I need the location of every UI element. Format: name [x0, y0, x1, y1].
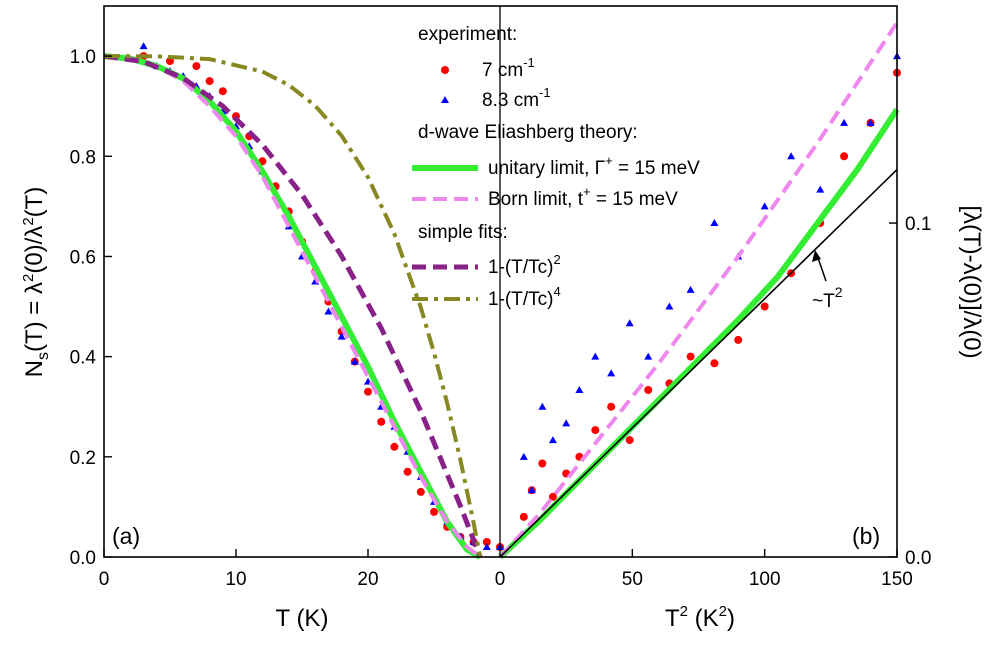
panel-a-line-1-t-tc-4: [103, 54, 483, 558]
legend-entry-7cm: 7 cm-1: [482, 55, 535, 81]
panel-b-point-8-3-cm-1: [644, 352, 653, 360]
panel-a-point-7-cm-1: [416, 487, 425, 496]
left-y-tick-label: 0.4: [70, 348, 97, 369]
legend-entry-unitary: unitary limit, Γ+ = 15 meV: [488, 153, 700, 179]
panel-a-point-8-3-cm-1: [139, 42, 148, 50]
annotation-arrow-head: [812, 250, 821, 262]
panel-a-marks: [103, 42, 504, 560]
panel-b-point-7-cm-1: [625, 436, 634, 445]
legend-marker-7cm: [441, 66, 449, 74]
panel-a-point-8-3-cm-1: [337, 332, 346, 340]
panel-a-point-8-3-cm-1: [324, 307, 333, 315]
panel-b-point-8-3-cm-1: [607, 369, 616, 377]
panel-a-point-7-cm-1: [390, 442, 399, 451]
right-y-tick-label: 0.0: [905, 548, 931, 569]
panel-a-point-7-cm-1: [192, 62, 201, 71]
panel-b-point-8-3-cm-1: [840, 118, 849, 126]
panel-b-point-8-3-cm-1: [625, 319, 634, 327]
left-x-tick-label: 20: [357, 569, 378, 590]
legend: experiment: 7 cm-1 8.3 cm-1 d-wave Elias…: [412, 24, 700, 310]
left-x-tick-label: 0: [99, 569, 110, 590]
panel-b-point-8-3-cm-1: [686, 285, 695, 293]
left-y-tick-label: 0.2: [70, 448, 96, 469]
legend-header-experiment: experiment:: [418, 24, 517, 45]
legend-entry-fit4: 1-(T/Tc)4: [488, 284, 561, 310]
panel-b-line-born-limit-t-15-mev: [498, 21, 899, 559]
panel-b-point-8-3-cm-1: [575, 386, 584, 394]
right-x-tick-label: 150: [881, 569, 913, 590]
panel-a-label: (a): [112, 523, 140, 549]
panel-b-point-7-cm-1: [548, 492, 557, 501]
legend-header-theory: d-wave Eliashberg theory:: [418, 122, 638, 143]
left-y-tick-label: 0.8: [70, 147, 96, 168]
panel-a-point-7-cm-1: [482, 538, 491, 546]
panel-b-point-7-cm-1: [538, 459, 547, 468]
left-x-axis-label: T (K): [276, 605, 329, 632]
panel-b-point-7-cm-1: [644, 386, 653, 394]
right-x-tick-label: 100: [749, 569, 781, 590]
panel-b-point-8-3-cm-1: [866, 118, 875, 126]
legend-entry-83cm: 8.3 cm-1: [482, 85, 551, 111]
panel-a-point-7-cm-1: [364, 387, 372, 396]
panel-b-point-7-cm-1: [686, 352, 695, 361]
annotation-t2: ~T2: [812, 284, 843, 312]
panel-b-point-7-cm-1: [710, 359, 719, 368]
panel-a-line-1-t-tc-2: [103, 53, 483, 558]
left-x-tick-label: 10: [225, 569, 246, 590]
right-x-axis-label: T2 (K2): [665, 603, 735, 632]
panel-b-line-unitary-limit-15-mev: [497, 107, 900, 560]
panel-b-point-8-3-cm-1: [527, 486, 536, 494]
panel-a-point-7-cm-1: [403, 467, 412, 476]
legend-header-fits: simple fits:: [418, 222, 508, 243]
panel-a-point-7-cm-1: [218, 87, 227, 96]
panel-b-point-8-3-cm-1: [548, 436, 557, 444]
panel-b-point-7-cm-1: [760, 302, 769, 311]
panel-b-point-8-3-cm-1: [787, 152, 796, 160]
left-y-axis-label: Ns(T) = λ2(0)/λ2(T): [20, 187, 52, 378]
panel-b-point-8-3-cm-1: [591, 352, 600, 360]
center-x-tick-label: 0: [495, 569, 506, 590]
left-y-tick-label: 0.6: [70, 247, 96, 268]
panel-b-point-7-cm-1: [607, 402, 616, 411]
panel-b-point-8-3-cm-1: [816, 185, 825, 193]
panel-a-point-8-3-cm-1: [482, 542, 491, 550]
panel-a-point-7-cm-1: [430, 507, 438, 516]
right-y-axis-label: [λ(T)-λ(0)]/λ(0): [958, 205, 985, 358]
left-y-tick-label: 0.0: [70, 548, 96, 569]
panel-b-point-8-3-cm-1: [710, 219, 719, 227]
left-y-tick-label: 1.0: [70, 47, 96, 68]
panel-a-point-7-cm-1: [377, 417, 386, 426]
panel-b-marks: [497, 21, 901, 560]
panel-b-point-8-3-cm-1: [538, 402, 547, 410]
panel-a-point-7-cm-1: [205, 77, 214, 86]
panel-b-label: (b): [852, 523, 880, 549]
right-x-tick-label: 50: [622, 569, 643, 590]
panel-b-point-8-3-cm-1: [760, 202, 769, 210]
panel-b-point-8-3-cm-1: [562, 419, 571, 427]
legend-marker-83cm: [441, 96, 449, 103]
panel-b-point-7-cm-1: [519, 512, 528, 521]
panel-b-line-t: [499, 169, 898, 558]
panel-b-point-8-3-cm-1: [665, 302, 674, 310]
legend-entry-fit2: 1-(T/Tc)2: [488, 252, 561, 278]
panel-b-point-7-cm-1: [840, 152, 849, 161]
panel-b-point-7-cm-1: [591, 426, 600, 435]
legend-entry-born: Born limit, t+ = 15 meV: [488, 184, 678, 210]
panel-b-point-7-cm-1: [734, 335, 743, 344]
panel-b-point-8-3-cm-1: [519, 452, 528, 460]
panel-a-point-8-3-cm-1: [350, 357, 359, 365]
right-y-tick-label: 0.1: [905, 214, 931, 235]
